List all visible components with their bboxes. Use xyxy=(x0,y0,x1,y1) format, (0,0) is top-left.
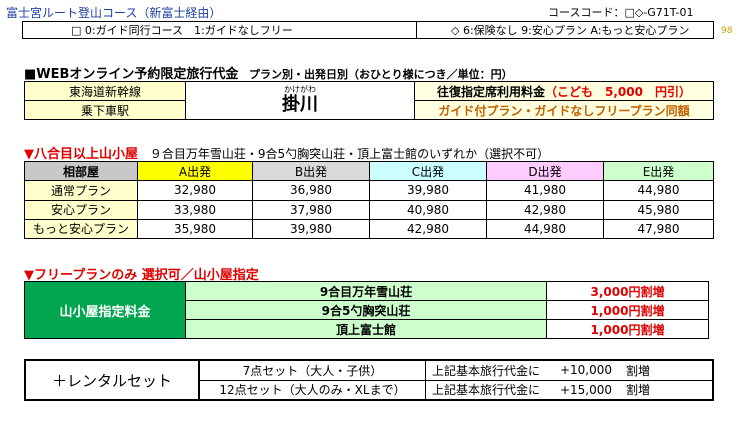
rental-desc: 上記基本旅行代金に xyxy=(425,359,546,381)
price-cell: 39,980 xyxy=(369,180,487,201)
price-subtitle: プラン別・出発日別（おひとり様につき／単位：円） xyxy=(248,68,513,81)
plan-name: 通常プラン xyxy=(24,180,138,201)
price-cell: 40,980 xyxy=(369,199,487,220)
price-cell: 42,980 xyxy=(369,218,487,240)
col-header: A出発 xyxy=(137,160,253,182)
price-title: ■WEBオンライン予約限定旅行代金 xyxy=(24,67,239,82)
station-name: 掛川 xyxy=(282,94,318,115)
hut-price: 1,000円割増 xyxy=(546,319,709,339)
rental-desc: 上記基本旅行代金に xyxy=(425,379,546,401)
price-cell: 44,980 xyxy=(486,218,604,240)
price-cell: 37,980 xyxy=(252,199,370,220)
rental-unit: 割増 xyxy=(626,359,714,381)
page-title: 富士宮ルート登山コース（新富士経由） xyxy=(6,6,222,20)
hut-fee-table: 山小屋指定料金 9合目万年雪山荘 3,000円割増 9合5勺胸突山荘 1,000… xyxy=(24,281,709,339)
shinkansen-line: 東海道新幹線 xyxy=(24,81,186,101)
page-number: 98 xyxy=(721,26,733,36)
price-section-title: ■WEBオンライン予約限定旅行代金 プラン別・出発日別（おひとり様につき／単位：… xyxy=(24,63,513,82)
plan-name: 安心プラン xyxy=(24,199,138,220)
free-section-title: ▼フリープランのみ 選択可／山小屋指定 xyxy=(24,268,259,283)
seat-fee-label: 往復指定席利用料金 xyxy=(437,84,546,99)
rental-price: +15,000 xyxy=(546,379,626,401)
child-discount: （こども 5,000 円引） xyxy=(545,84,691,99)
price-cell: 45,980 xyxy=(603,199,714,220)
hut-title: ▼八合目以上山小屋 xyxy=(24,147,138,162)
station-ruby: かけがわ xyxy=(284,85,316,94)
price-cell: 35,980 xyxy=(137,218,253,240)
code-legend: □ 0:ガイド同行コース 1:ガイドなしフリー ◇ 6:保険なし 9:安心プラン… xyxy=(22,21,714,39)
price-cell: 36,980 xyxy=(252,180,370,201)
price-cell: 33,980 xyxy=(137,199,253,220)
price-cell: 39,980 xyxy=(252,218,370,240)
price-table: 相部屋 A出発 B出発 C出発 D出発 E出発 通常プラン 32,980 36,… xyxy=(24,160,714,240)
price-cell: 32,980 xyxy=(137,180,253,201)
hut-desc: ９合目万年雪山荘・9合5勺胸突山荘・頂上富士館のいずれか（選択不可） xyxy=(149,147,550,161)
rental-set: 7点セット（大人・子供） xyxy=(198,359,426,381)
col-header: C出発 xyxy=(369,160,487,182)
col-header: 相部屋 xyxy=(24,160,138,182)
col-header: E出発 xyxy=(603,160,714,182)
seat-fee-cell: 往復指定席利用料金（こども 5,000 円引） xyxy=(414,81,714,101)
same-price-note: ガイド付プラン・ガイドなしフリープラン同額 xyxy=(414,100,714,120)
hut-price: 1,000円割増 xyxy=(546,300,709,320)
hut-name: 9合5勺胸突山荘 xyxy=(185,300,547,320)
station-label: 乗下車駅 xyxy=(24,100,186,120)
rental-table: ＋レンタルセット 7点セット（大人・子供） 上記基本旅行代金に +10,000 … xyxy=(24,359,714,401)
hut-name: 頂上富士館 xyxy=(185,319,547,339)
rental-set: 12点セット（大人のみ・XLまで） xyxy=(198,379,426,401)
course-code: コースコード：□◇-G71T-01 xyxy=(548,6,694,19)
rental-price: +10,000 xyxy=(546,359,626,381)
hut-section-title: ▼八合目以上山小屋 ９合目万年雪山荘・9合5勺胸突山荘・頂上富士館のいずれか（選… xyxy=(24,143,549,162)
price-cell: 47,980 xyxy=(603,218,714,240)
price-cell: 41,980 xyxy=(486,180,604,201)
station-name-cell: かけがわ 掛川 xyxy=(185,81,415,120)
col-header: D出発 xyxy=(486,160,604,182)
hut-fee-label: 山小屋指定料金 xyxy=(24,281,186,339)
plan-name: もっと安心プラン xyxy=(24,218,138,240)
insurance-legend: ◇ 6:保険なし 9:安心プラン A:もっと安心プラン xyxy=(416,21,714,39)
table-row: 通常プラン 32,980 36,980 39,980 41,980 44,980 xyxy=(24,180,714,201)
table-row: もっと安心プラン 35,980 39,980 42,980 44,980 47,… xyxy=(24,218,714,240)
hut-price: 3,000円割増 xyxy=(546,281,709,301)
rental-unit: 割増 xyxy=(626,379,714,401)
hut-name: 9合目万年雪山荘 xyxy=(185,281,547,301)
guide-legend: □ 0:ガイド同行コース 1:ガイドなしフリー xyxy=(22,21,417,39)
price-cell: 42,980 xyxy=(486,199,604,220)
col-header: B出発 xyxy=(252,160,370,182)
table-row: 安心プラン 33,980 37,980 40,980 42,980 45,980 xyxy=(24,199,714,220)
price-cell: 44,980 xyxy=(603,180,714,201)
station-table: 東海道新幹線 かけがわ 掛川 往復指定席利用料金（こども 5,000 円引） 乗… xyxy=(24,81,714,120)
rental-label: ＋レンタルセット xyxy=(24,359,200,401)
